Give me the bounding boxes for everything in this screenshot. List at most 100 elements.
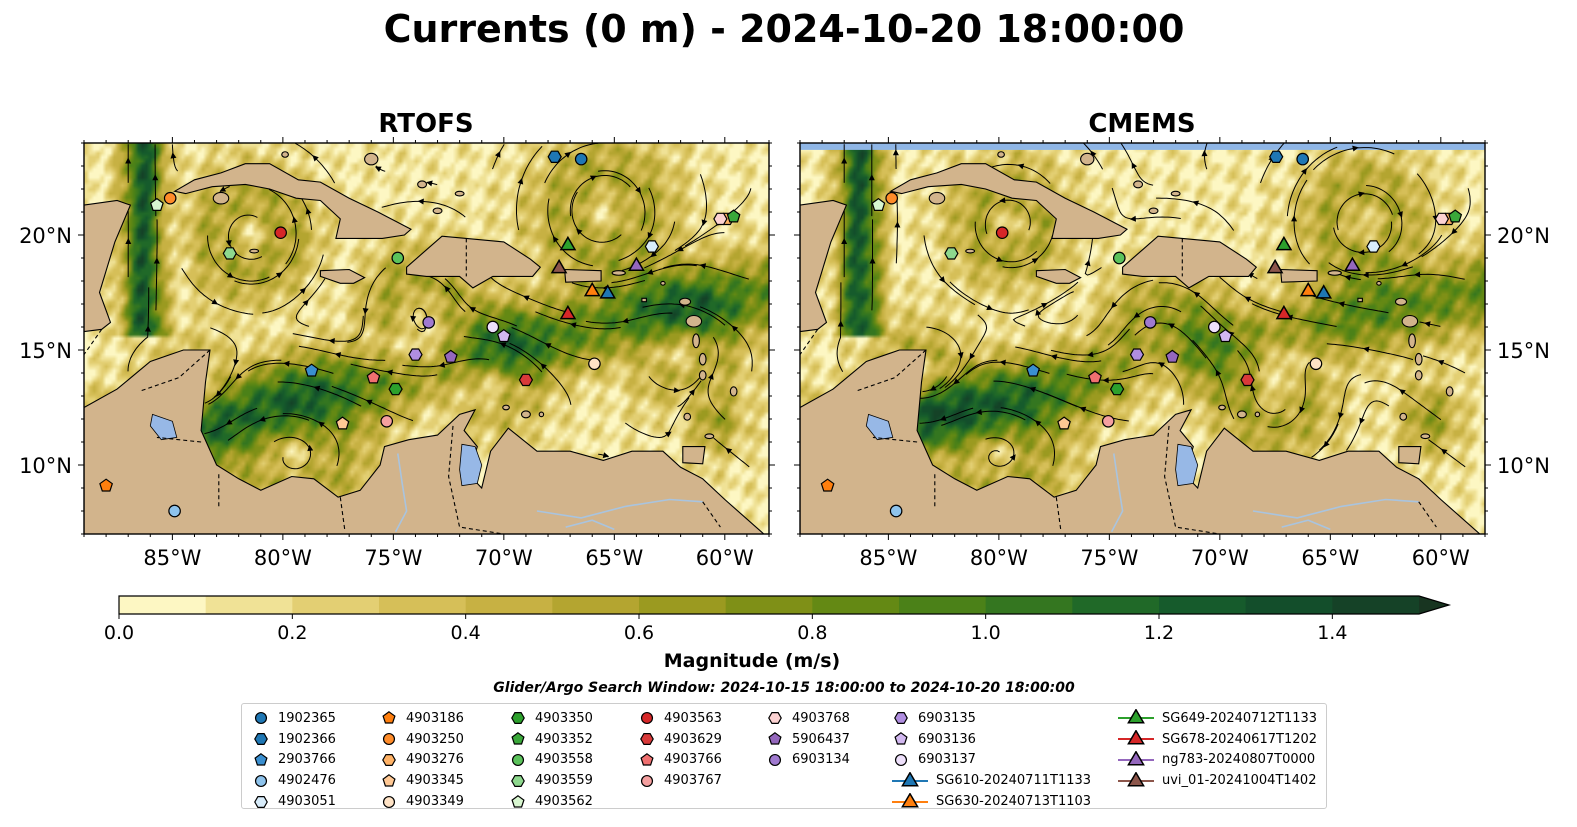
legend-marker bbox=[382, 753, 396, 766]
legend-label: 2903766 bbox=[278, 752, 336, 768]
legend-marker bbox=[894, 712, 908, 725]
legend-marker bbox=[1118, 709, 1154, 724]
legend-marker bbox=[640, 712, 654, 725]
platform-marker bbox=[1309, 357, 1323, 371]
colorbar-segment bbox=[465, 596, 553, 614]
platform-marker bbox=[1275, 304, 1293, 320]
legend-label: 1902366 bbox=[278, 731, 336, 747]
legend-label: uvi_01-20241004T1402 bbox=[1162, 773, 1317, 789]
land bbox=[800, 151, 1485, 534]
platform-marker bbox=[1448, 209, 1463, 223]
legend-marker bbox=[511, 753, 525, 767]
colorbar-segment bbox=[119, 596, 207, 614]
legend-label: 4903766 bbox=[664, 752, 722, 768]
legend-entry: 4903345 bbox=[380, 770, 464, 791]
platform-marker bbox=[588, 357, 601, 371]
platform-marker bbox=[559, 304, 577, 320]
platform-marker bbox=[583, 281, 601, 297]
legend-label: 6903136 bbox=[918, 731, 976, 747]
search-window-caption: Glider/Argo Search Window: 2024-10-15 18… bbox=[493, 680, 1075, 696]
legend-marker bbox=[382, 733, 396, 746]
colorbar-segment bbox=[639, 596, 727, 614]
platform-marker bbox=[1269, 150, 1284, 163]
legend-label: 4903559 bbox=[535, 773, 593, 789]
panel-title-rtofs: RTOFS bbox=[378, 109, 473, 139]
legend-marker bbox=[894, 753, 908, 767]
legend-entry: 4903768 bbox=[766, 708, 850, 729]
colorbar-segment bbox=[725, 596, 813, 614]
platform-marker bbox=[335, 416, 350, 430]
platform-marker bbox=[388, 382, 403, 396]
platform-marker bbox=[163, 191, 177, 205]
legend-label: SG678-20240617T1202 bbox=[1162, 731, 1318, 747]
legend-marker bbox=[254, 712, 268, 725]
platform-marker bbox=[1129, 348, 1145, 361]
legend-marker bbox=[511, 732, 525, 745]
y-tick-label: 10°N bbox=[19, 454, 72, 478]
legend-label: 4903350 bbox=[535, 710, 593, 726]
x-tick-label: 65°W bbox=[1301, 546, 1359, 570]
legend-entry: 4903563 bbox=[638, 708, 722, 729]
platform-marker bbox=[628, 256, 645, 272]
colorbar-tick-label: 0.0 bbox=[104, 622, 134, 644]
platform-marker bbox=[1240, 373, 1255, 387]
legend-entry: 4903629 bbox=[638, 729, 722, 750]
platform-marker bbox=[274, 226, 287, 240]
y-tick-label: 20°N bbox=[1497, 224, 1550, 248]
no-data-band bbox=[800, 143, 1485, 150]
colorbar-segment bbox=[985, 596, 1073, 614]
legend-marker bbox=[640, 733, 654, 746]
platform-marker bbox=[168, 504, 181, 518]
colorbar-segment bbox=[1159, 596, 1247, 614]
colorbar-tick-label: 0.6 bbox=[624, 622, 654, 644]
legend-column: 1902365 1902366 2903766 4902476 4903051 bbox=[252, 708, 336, 812]
x-tick-label: 75°W bbox=[1080, 546, 1138, 570]
platform-marker bbox=[1434, 212, 1450, 226]
legend-entry: SG678-20240617T1202 bbox=[1118, 729, 1317, 750]
legend-marker bbox=[382, 795, 396, 808]
platform-marker bbox=[820, 478, 835, 492]
platform-markers bbox=[820, 150, 1463, 518]
x-tick-label: 80°W bbox=[970, 546, 1028, 570]
legend-marker bbox=[892, 771, 928, 787]
legend-column: 4903768 5906437 6903134 bbox=[766, 708, 850, 770]
legend-entry: 4903350 bbox=[509, 708, 593, 729]
platform-marker bbox=[1366, 240, 1381, 253]
legend-label: 4903558 bbox=[535, 752, 593, 768]
x-tick-label: 75°W bbox=[364, 546, 422, 570]
platform-marker bbox=[1296, 152, 1310, 166]
platform-marker bbox=[547, 150, 562, 163]
x-tick-label: 70°W bbox=[1191, 546, 1249, 570]
legend-label: SG610-20240711T1133 bbox=[936, 773, 1092, 789]
legend-label: ng783-20240807T0000 bbox=[1162, 752, 1316, 768]
colorbar-segment bbox=[899, 596, 987, 614]
platform-marker bbox=[550, 258, 568, 274]
x-tick-label: 60°W bbox=[696, 546, 754, 570]
legend-entry: 4903186 bbox=[380, 708, 464, 729]
platform-marker bbox=[1088, 370, 1102, 384]
legend-entry: uvi_01-20241004T1402 bbox=[1118, 770, 1317, 791]
legend-entry: 4903349 bbox=[380, 791, 464, 812]
legend-entry: 6903134 bbox=[766, 750, 850, 771]
platform-marker bbox=[380, 414, 394, 428]
legend-marker bbox=[511, 712, 525, 725]
legend-entry: ng783-20240807T0000 bbox=[1118, 750, 1317, 771]
legend-label: 4903250 bbox=[406, 731, 464, 747]
colorbar-segment bbox=[205, 596, 293, 614]
legend-entry: 6903135 bbox=[892, 708, 1091, 729]
legend-marker bbox=[1118, 771, 1154, 787]
platform-marker bbox=[222, 247, 237, 260]
legend-marker bbox=[1118, 730, 1154, 745]
colorbar-tick-label: 1.0 bbox=[971, 622, 1001, 644]
colorbar-segment bbox=[379, 596, 467, 614]
platform-marker bbox=[1315, 284, 1332, 299]
platform-marker bbox=[496, 328, 511, 343]
platform-marker bbox=[1266, 258, 1284, 274]
legend-marker bbox=[254, 733, 268, 746]
legend-label: 4902476 bbox=[278, 773, 336, 789]
colorbar-segment bbox=[1072, 596, 1160, 614]
legend-label: 6903134 bbox=[792, 752, 850, 768]
platform-marker bbox=[408, 348, 423, 361]
colorbar-segment bbox=[812, 596, 900, 614]
